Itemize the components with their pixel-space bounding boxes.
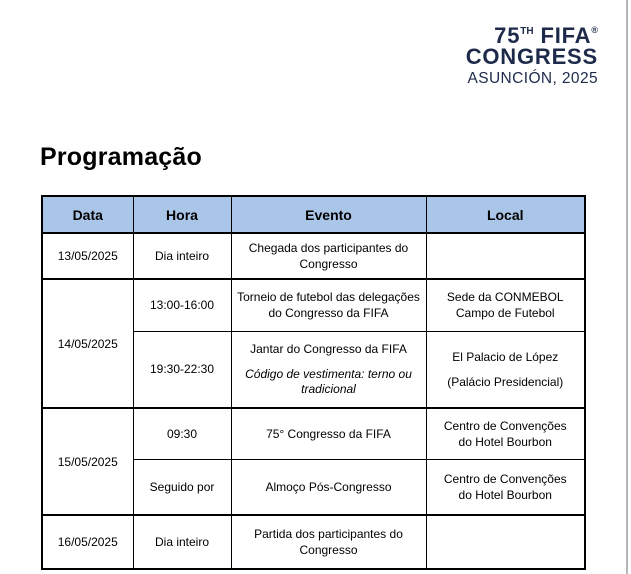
schedule-table: Data Hora Evento Local 13/05/2025 Dia int…: [41, 195, 586, 570]
hora-text: 13:00-16:00: [149, 298, 215, 313]
local-text: Centro de Convenções: [443, 471, 567, 486]
schedule-row: 13/05/2025 Dia inteiro Chegada dos partici…: [41, 232, 586, 280]
date-text: 14/05/2025: [57, 336, 118, 351]
evento-text: Congresso: [299, 257, 358, 271]
local-cell: [425, 514, 586, 570]
logo-line-congress: CONGRESS: [465, 44, 598, 69]
local-text: do Hotel Bourbon: [458, 434, 552, 449]
evento-text: Jantar do Congresso da FIFA: [250, 342, 407, 357]
schedule-row: 19:30-22:30 Jantar do Congresso da FIFA Có…: [42, 330, 586, 409]
dress-code-note-line: Código de vestimenta: terno ou: [245, 367, 412, 382]
column-header-evento: Evento: [230, 195, 427, 234]
logo-number: 75: [494, 23, 521, 48]
hora-text: Dia inteiro: [154, 249, 210, 263]
page-edge-line: [626, 0, 628, 574]
evento-text: Almoço Pós-Congresso: [265, 479, 392, 494]
evento-text: 75° Congresso da FIFA: [266, 426, 391, 441]
column-header-data: Data: [41, 195, 134, 234]
schedule-row: 14/05/2025 13:00-16:00 Torneio de futebol …: [41, 278, 586, 409]
local-cell: Centro de Convenções do Hotel Bourbon: [425, 458, 586, 516]
date-cell: 13/05/2025: [41, 232, 134, 280]
local-text: Centro de Convenções: [443, 418, 567, 433]
fifa-congress-logo: 75TH FIFA® CONGRESS ASUNCIÓN, 2025: [466, 20, 598, 90]
date-cell: 15/05/2025: [41, 407, 134, 516]
logo-line-75th-fifa: 75TH FIFA®: [466, 20, 598, 48]
schedule-row: Seguido por Almoço Pós-Congresso Centro de…: [42, 458, 586, 516]
date-text: 13/05/2025: [57, 249, 118, 263]
local-text: (Palácio Presidencial): [447, 374, 564, 389]
date-text: 15/05/2025: [57, 454, 118, 469]
column-header-local: Local: [425, 195, 586, 234]
hora-cell: Dia inteiro: [132, 514, 232, 570]
date-cell: 16/05/2025: [41, 514, 134, 570]
table-header-row: Data Hora Evento Local: [41, 195, 586, 234]
local-text: El Palacio de López: [452, 349, 559, 364]
local-text: Sede da CONMEBOL: [446, 290, 564, 305]
hora-cell: Dia inteiro: [132, 232, 232, 280]
page-title: Programação: [40, 143, 202, 171]
dress-code-note: Código de vestimenta: terno ou tradiciona…: [236, 367, 422, 397]
evento-cell: Partida dos participantes do Congresso: [230, 514, 427, 570]
hora-text: 19:30-22:30: [149, 362, 215, 377]
evento-cell: Jantar do Congresso da FIFA Código de ves…: [230, 330, 427, 409]
evento-cell: Torneio de futebol das delegações do Cong…: [230, 278, 427, 332]
evento-text: Partida dos participantes do: [254, 527, 403, 541]
evento-text: Congresso: [299, 543, 358, 557]
hora-text: Dia inteiro: [154, 535, 210, 549]
evento-text: do Congresso da FIFA: [268, 306, 389, 321]
evento-cell: Chegada dos participantes do Congresso: [230, 232, 427, 280]
hora-cell: 19:30-22:30: [132, 330, 232, 409]
column-header-hora: Hora: [132, 195, 232, 234]
date-text: 16/05/2025: [57, 535, 118, 549]
date-cell: 14/05/2025: [41, 278, 134, 409]
local-text: do Hotel Bourbon: [458, 487, 552, 502]
dress-code-note-line: tradicional: [301, 382, 356, 397]
hora-cell: 13:00-16:00: [132, 278, 232, 332]
local-cell: [425, 232, 586, 280]
logo-ordinal: TH: [520, 26, 534, 37]
hora-text: 09:30: [166, 426, 198, 441]
hora-text: Seguido por: [149, 479, 215, 494]
local-cell: El Palacio de López (Palácio Presidencial…: [425, 330, 586, 409]
schedule-row: 15/05/2025 09:30 75° Congresso da FIFA Cent…: [41, 407, 586, 516]
evento-cell: Almoço Pós-Congresso: [230, 458, 427, 516]
local-cell: Centro de Convenções do Hotel Bourbon: [425, 407, 586, 460]
local-text: Campo de Futebol: [455, 306, 555, 321]
registered-mark-icon: ®: [591, 25, 598, 35]
hora-cell: Seguido por: [132, 458, 232, 516]
evento-cell: 75° Congresso da FIFA: [230, 407, 427, 460]
schedule-row: 16/05/2025 Dia inteiro Partida dos partici…: [41, 514, 586, 570]
logo-brand: FIFA: [533, 23, 592, 48]
evento-text: Chegada dos participantes do: [248, 241, 409, 255]
local-cell: Sede da CONMEBOL Campo de Futebol: [425, 278, 586, 332]
logo-line-location-year: ASUNCIÓN, 2025: [467, 70, 598, 87]
hora-cell: 09:30: [132, 407, 232, 460]
evento-text: Torneio de futebol das delegações: [237, 290, 420, 305]
